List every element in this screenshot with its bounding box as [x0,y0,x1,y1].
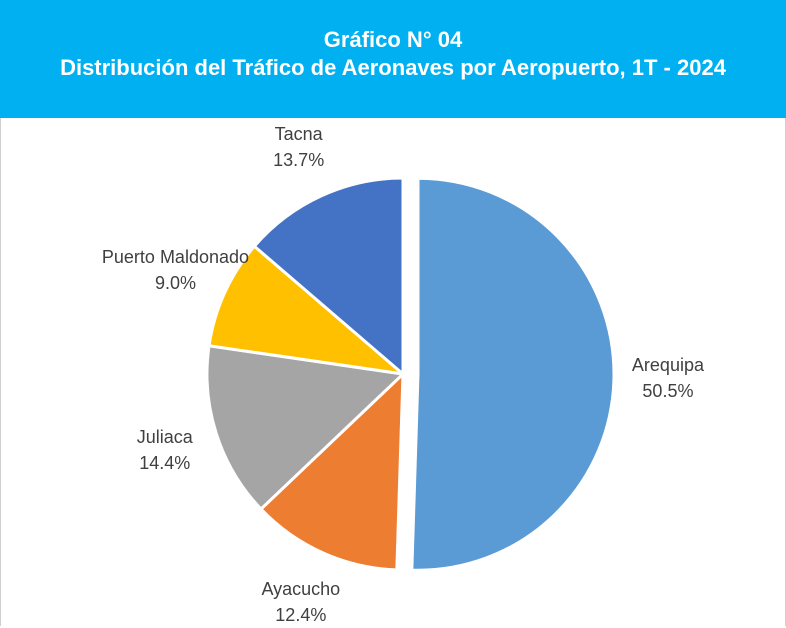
category-label: Puerto Maldonado [101,247,250,268]
value-label: 12.4% [275,605,327,626]
chart-title: Gráfico N° 04 [323,27,463,52]
pie-slice [205,344,407,512]
slice-label: Arequipa 50.5% [593,352,743,404]
chart-subtitle: Distribución del Tráfico de Aeronaves po… [60,55,726,80]
value-label: 13.7% [273,149,325,170]
title-banner: Gráfico N° 04 Distribución del Tráfico d… [0,0,786,118]
category-label: Arequipa [631,355,704,376]
value-label: 9.0% [154,273,196,294]
category-label: Tacna [274,123,323,144]
category-label: Ayacucho [261,579,341,600]
pie-slice [410,176,616,572]
pie-slice [207,244,408,377]
value-label: 14.4% [139,452,191,473]
slice-label: Ayacucho 12.4% [226,576,376,628]
slice-label: Tacna 13.7% [224,121,374,173]
slice-label: Juliaca 14.4% [90,424,240,476]
pie-slice [258,370,405,572]
pie-slice [252,176,405,378]
slice-label: Puerto Maldonado 9.0% [100,244,250,296]
value-label: 50.5% [642,381,694,402]
category-label: Juliaca [136,426,193,447]
